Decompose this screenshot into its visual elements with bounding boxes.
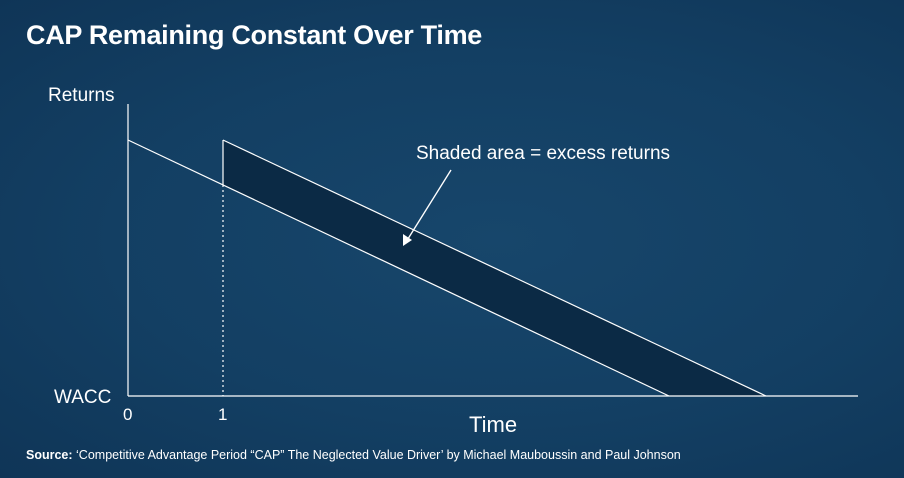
improved-returns-line bbox=[222, 139, 767, 397]
x-axis-label: Time bbox=[469, 412, 517, 437]
source-text: ‘Competitive Advantage Period “CAP” The … bbox=[72, 448, 681, 462]
tick-1-label: 1 bbox=[218, 405, 227, 424]
annotation-label: Shaded area = excess returns bbox=[416, 143, 670, 164]
arrow-head bbox=[403, 234, 412, 246]
y-axis-label: Returns bbox=[48, 85, 115, 106]
annotation-arrow bbox=[405, 169, 452, 243]
tick-0-label: 0 bbox=[123, 405, 132, 424]
page-title: CAP Remaining Constant Over Time bbox=[26, 20, 483, 50]
original-returns-line bbox=[127, 139, 670, 397]
wacc-label: WACC bbox=[54, 387, 111, 408]
source-prefix: Source: bbox=[26, 448, 73, 462]
source-note: Source: ‘Competitive Advantage Period “C… bbox=[26, 448, 681, 462]
